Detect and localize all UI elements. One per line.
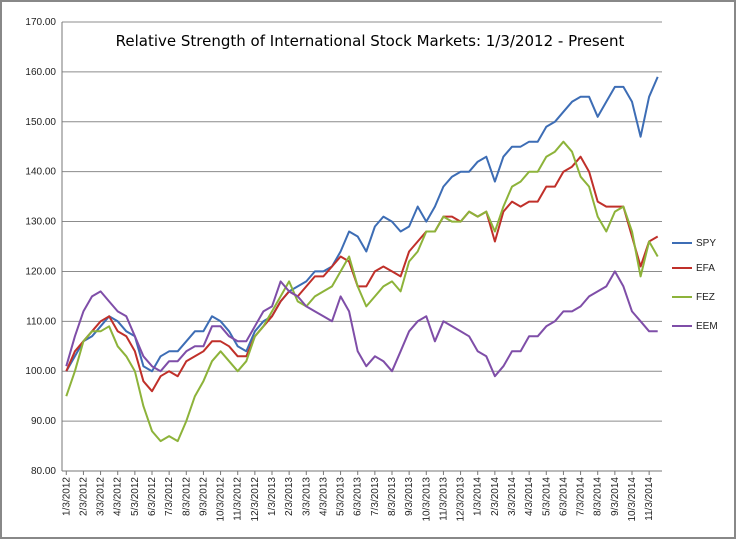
x-tick-label: 11/3/2014	[644, 477, 655, 521]
data-line	[65, 76, 659, 373]
x-tick-label: 8/3/2014	[593, 477, 604, 516]
data-line	[65, 155, 659, 393]
data-line	[65, 270, 658, 378]
legend-label: EFA	[696, 263, 715, 274]
x-tick-label: 12/3/2013	[456, 477, 467, 522]
y-tick-label: 120.00	[25, 266, 56, 277]
x-tick-label: 8/3/2013	[387, 477, 398, 516]
x-tick-label: 5/3/2014	[541, 477, 552, 516]
y-tick-label: 170.00	[25, 17, 56, 28]
x-tick-label: 3/3/2013	[301, 477, 312, 516]
x-tick-label: 10/3/2012	[216, 477, 227, 522]
x-tick-label: 6/3/2012	[147, 477, 158, 516]
x-tick-label: 2/3/2012	[78, 477, 89, 516]
x-tick-label: 10/3/2014	[627, 477, 638, 522]
x-tick-label: 4/3/2014	[524, 477, 535, 516]
x-tick-label: 11/3/2012	[233, 477, 244, 521]
y-tick-label: 160.00	[25, 67, 56, 78]
x-tick-label: 6/3/2014	[558, 477, 569, 516]
x-tick-label: 7/3/2012	[164, 477, 175, 516]
y-tick-label: 100.00	[25, 366, 56, 377]
x-tick-label: 5/3/2012	[130, 477, 141, 516]
chart-title: Relative Strength of International Stock…	[116, 32, 625, 50]
y-tick-label: 130.00	[25, 217, 56, 228]
legend-label: FEZ	[696, 292, 715, 303]
x-tick-label: 10/3/2013	[421, 477, 432, 522]
y-tick-label: 140.00	[25, 167, 56, 178]
legend-label: EEM	[696, 321, 718, 332]
x-tick-label: 3/3/2012	[96, 477, 107, 516]
x-tick-label: 9/3/2014	[610, 477, 621, 516]
y-tick-label: 150.00	[25, 117, 56, 128]
x-tick-label: 3/3/2014	[507, 477, 518, 516]
x-tick-label: 1/3/2012	[61, 477, 72, 516]
x-tick-label: 12/3/2012	[250, 477, 261, 522]
x-tick-label: 4/3/2012	[113, 477, 124, 516]
x-tick-label: 1/3/2014	[473, 477, 484, 516]
x-tick-label: 4/3/2013	[318, 477, 329, 516]
y-tick-label: 110.00	[26, 316, 56, 327]
x-tick-label: 7/3/2013	[370, 477, 381, 516]
x-tick-label: 2/3/2014	[490, 477, 501, 516]
x-tick-label: 2/3/2013	[284, 477, 295, 516]
x-tick-label: 5/3/2013	[336, 477, 347, 516]
x-tick-label: 9/3/2013	[404, 477, 415, 516]
x-tick-label: 9/3/2012	[198, 477, 209, 516]
x-tick-label: 1/3/2013	[267, 477, 278, 516]
x-tick-label: 6/3/2013	[353, 477, 364, 516]
y-tick-label: 90.00	[31, 416, 56, 427]
data-line	[65, 140, 659, 443]
x-tick-label: 8/3/2012	[181, 477, 192, 516]
legend-label: SPY	[696, 238, 716, 249]
x-tick-label: 11/3/2013	[438, 477, 449, 521]
x-tick-label: 7/3/2014	[576, 477, 587, 516]
y-tick-label: 80.00	[31, 466, 56, 477]
